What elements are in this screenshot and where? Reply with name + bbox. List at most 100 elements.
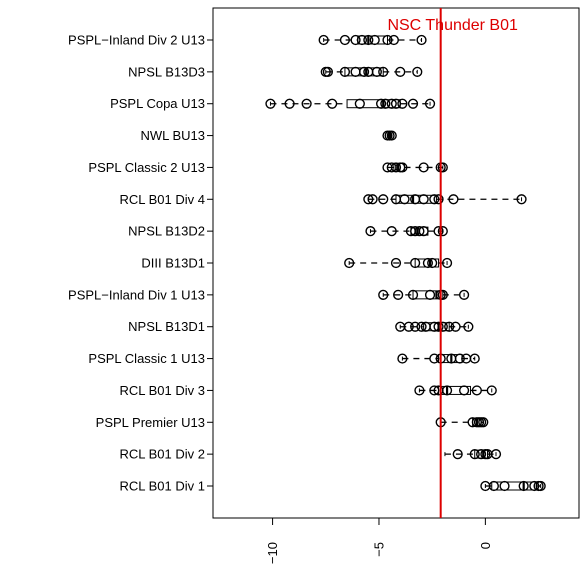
data-point [458,289,470,300]
data-point [433,194,444,205]
category-label: PSPL Classic 2 U13 [88,160,205,175]
data-point [397,98,408,109]
data-point [463,321,474,332]
data-point [529,480,540,492]
data-point [488,480,499,492]
data-point [410,321,421,332]
data-point [301,98,312,109]
category-label: NPSL B13D3 [128,64,205,79]
data-point [399,194,410,205]
data-point [365,226,376,237]
data-point [412,66,423,77]
x-tick-label: −10 [265,542,280,564]
data-point [448,194,459,205]
data-point [339,66,351,77]
data-point [429,385,440,396]
data-point [478,417,489,428]
data-point [429,194,440,205]
category-label: PSPL−Inland Div 1 U13 [68,287,205,302]
box-10 [397,353,480,364]
box-3 [382,130,397,141]
data-point [518,480,529,492]
data-point [397,353,408,364]
data-point [403,321,414,332]
data-point [390,98,402,109]
data-point [386,130,397,141]
data-point [458,385,470,396]
category-labels: PSPL−Inland Div 2 U13 NPSL B13D3 PSPL Copa… [68,33,213,494]
data-point [418,226,429,237]
box-layer [265,34,546,492]
data-point [358,66,370,77]
data-point [388,34,399,46]
data-point [441,385,453,396]
data-point [414,385,425,396]
data-point [386,98,397,109]
data-point [476,449,487,460]
data-point [378,66,389,77]
data-point [490,449,502,460]
data-point [454,353,465,364]
box-1 [320,66,423,77]
category-label: PSPL Copa U13 [110,96,205,111]
x-tick-label: −5 [371,542,386,557]
data-point [356,34,368,46]
data-point [318,34,329,46]
data-point [407,289,419,300]
data-point [416,321,427,332]
category-label: NPSL B13D2 [128,224,205,239]
data-point [395,66,406,77]
x-tick-label: 0 [478,542,493,549]
data-point [499,480,510,492]
data-point [344,257,355,269]
data-point [437,321,448,332]
data-point [369,34,380,46]
category-label: DIII B13D1 [141,256,205,271]
data-point [418,194,429,205]
data-point [418,162,429,173]
category-label: PSPL Classic 1 U13 [88,351,205,366]
data-point [469,353,480,364]
data-point [437,162,448,173]
data-point [427,257,438,269]
data-point [376,98,387,109]
data-point [437,226,448,237]
data-point [327,98,338,109]
category-label: PSPL−Inland Div 2 U13 [68,33,205,48]
data-point [378,289,389,300]
data-point [265,98,276,109]
data-point [363,34,374,46]
data-point [390,257,402,269]
data-point [452,449,463,460]
category-label: RCL B01 Div 3 [120,383,206,398]
data-point [450,321,461,332]
data-point [382,34,393,46]
data-point [424,98,436,109]
data-point [407,98,419,109]
data-point [422,257,434,269]
data-point [486,385,497,396]
data-point [437,289,448,300]
category-label: NWL BU13 [140,128,205,143]
category-label: NPSL B13D1 [128,319,205,334]
data-point [393,289,404,300]
data-point [363,194,374,205]
box-9 [395,321,474,332]
data-point [444,321,455,332]
data-point [284,98,295,109]
data-point [535,480,546,492]
data-point [378,194,389,205]
box-13 [444,449,502,460]
data-point [433,321,444,332]
data-point [339,34,351,46]
data-point [416,34,427,46]
box-8 [378,289,470,300]
data-point [469,449,480,460]
data-point [410,257,421,269]
box-5 [363,194,527,205]
data-point [354,98,365,109]
data-point [471,385,482,396]
data-point [380,98,391,109]
reference-line-label: NSC Thunder B01 [387,17,518,34]
